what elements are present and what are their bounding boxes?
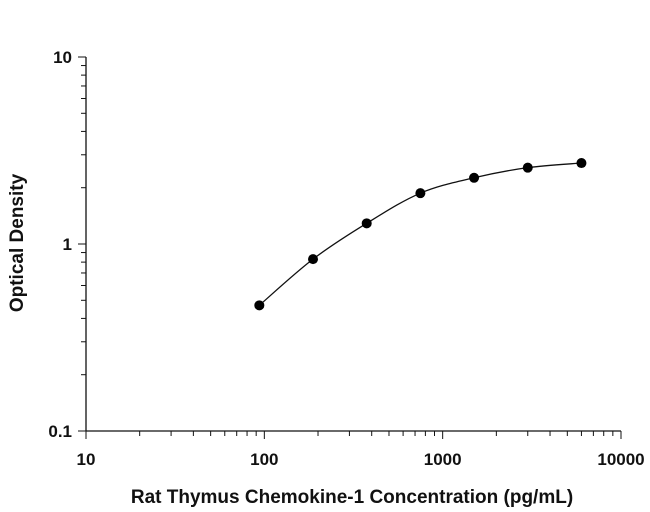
data-point bbox=[415, 188, 426, 199]
fit-curve bbox=[258, 162, 582, 306]
ticks bbox=[78, 56, 622, 439]
y-tick-label: 1 bbox=[63, 235, 72, 254]
y-axis-title: Optical Density bbox=[7, 173, 28, 312]
data-point bbox=[469, 172, 480, 183]
x-tick-label: 10000 bbox=[597, 450, 644, 469]
data-point bbox=[308, 254, 319, 265]
data-points bbox=[254, 158, 587, 311]
x-axis-title: Rat Thymus Chemokine-1 Concentration (pg… bbox=[131, 487, 573, 508]
x-tick-label: 1000 bbox=[424, 450, 462, 469]
tick-labels: 10 100 1000 10000 0.1 1 10 bbox=[48, 48, 644, 469]
data-point bbox=[361, 218, 372, 229]
axes bbox=[85, 57, 621, 432]
y-tick-label: 10 bbox=[53, 48, 72, 67]
data-point bbox=[254, 300, 265, 311]
y-tick-label: 0.1 bbox=[48, 422, 72, 441]
x-tick-label: 100 bbox=[250, 450, 278, 469]
x-tick-label: 10 bbox=[77, 450, 96, 469]
data-point bbox=[522, 162, 533, 173]
fit-curve-layer bbox=[258, 162, 582, 306]
data-point bbox=[576, 158, 587, 169]
